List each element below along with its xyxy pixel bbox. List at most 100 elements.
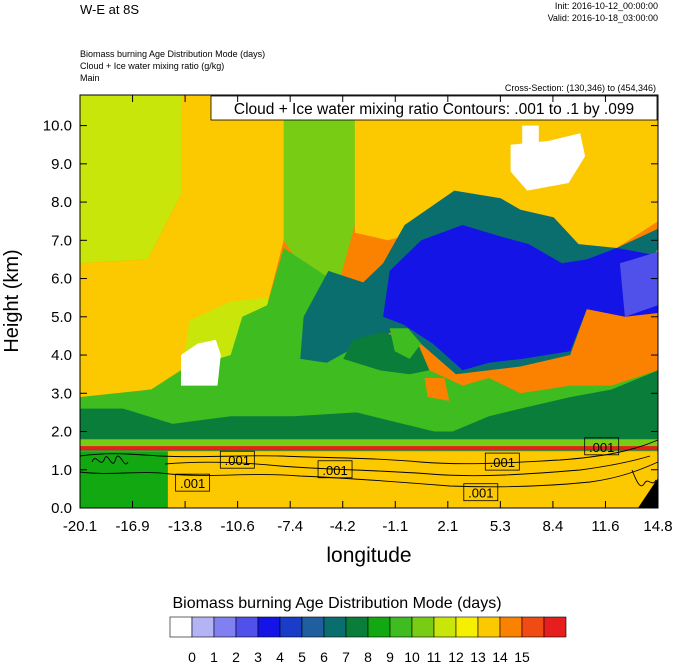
colorbar-title: Biomass burning Age Distribution Mode (d… <box>172 595 502 612</box>
colorbar-swatch <box>389 616 413 638</box>
colorbar-label: 4 <box>276 649 284 665</box>
contour-label: .001 <box>463 483 499 502</box>
contour-line <box>164 455 651 477</box>
age-mode-region <box>80 451 168 508</box>
colorbar-swatch <box>257 616 281 638</box>
contour-label: .001 <box>175 473 211 492</box>
colorbar-label: 7 <box>342 649 350 665</box>
colorbar-label: 13 <box>470 649 486 665</box>
age-mode-region <box>181 339 221 386</box>
contour-line <box>631 469 657 487</box>
colorbar-swatch <box>169 616 193 638</box>
terrain-mask <box>638 478 658 508</box>
x-tick-label: 11.6 <box>591 518 619 535</box>
colorbar-swatch <box>455 616 479 638</box>
age-mode-region <box>510 133 586 191</box>
colorbar-label: 11 <box>427 649 442 665</box>
colorbar-swatch <box>279 616 303 638</box>
plot-frame <box>79 94 659 509</box>
age-mode-region <box>383 225 658 371</box>
colorbar-swatch <box>323 616 347 638</box>
x-tick-label: -10.6 <box>221 518 255 535</box>
colorbar-label: 1 <box>210 649 218 665</box>
field-description-cloud-ice: Cloud + Ice water mixing ratio (g/kg) <box>80 61 225 71</box>
svg-text:.001: .001 <box>180 476 205 491</box>
svg-text:.001: .001 <box>490 455 515 470</box>
x-tick-label: -7.4 <box>277 518 303 535</box>
x-tick-label: -4.2 <box>330 518 356 535</box>
x-tick-label: -1.1 <box>382 518 408 535</box>
age-mode-region <box>389 328 422 359</box>
contour-label: .001 <box>484 452 520 471</box>
x-tick-label: 14.8 <box>643 518 672 535</box>
colorbar-label: 14 <box>492 649 508 665</box>
age-mode-region <box>167 451 659 508</box>
colorbar-swatch <box>235 616 259 638</box>
age-mode-region <box>424 378 450 401</box>
age-mode-region <box>80 446 658 450</box>
colorbar-label: 3 <box>254 649 262 665</box>
y-tick-label: 8.0 <box>51 194 72 211</box>
valid-time-label: Valid: 2016-10-18_03:00:00 <box>547 13 658 23</box>
y-tick-label: 4.0 <box>51 347 72 364</box>
y-tick-label: 6.0 <box>51 271 72 288</box>
svg-text:Cloud + Ice water mixing ratio: Cloud + Ice water mixing ratio Contours:… <box>234 101 634 118</box>
svg-text:.001: .001 <box>225 453 250 468</box>
x-tick-label: -13.8 <box>168 518 202 535</box>
contour-label: .001 <box>584 437 620 456</box>
contour-line <box>79 461 659 488</box>
y-tick-label: 5.0 <box>51 309 72 326</box>
colorbar-swatch <box>301 616 325 638</box>
colorbar-label: 15 <box>514 649 530 665</box>
cloud-ice-contours <box>79 439 659 488</box>
colorbar-swatch <box>213 616 237 638</box>
y-tick-label: 3.0 <box>51 385 72 402</box>
colorbar-label: 6 <box>320 649 328 665</box>
colorbar-swatch <box>477 616 501 638</box>
colorbar-label: 0 <box>188 649 196 665</box>
colorbar-swatch <box>521 616 545 638</box>
y-tick-label: 10.0 <box>43 118 72 135</box>
colorbar-label: 10 <box>404 649 420 665</box>
filled-contours <box>80 95 659 508</box>
svg-text:.001: .001 <box>589 440 614 455</box>
y-axis-label: Height (km) <box>1 249 23 352</box>
colorbar-swatch <box>411 616 435 638</box>
y-tick-label: 2.0 <box>51 424 72 441</box>
field-description-main: Main <box>80 73 100 83</box>
x-tick-label: 2.1 <box>437 518 458 535</box>
colorbar-label: 12 <box>448 649 464 665</box>
y-tick-label: 7.0 <box>51 232 72 249</box>
y-tick-label: 0.0 <box>51 500 72 517</box>
age-mode-region <box>80 95 181 264</box>
x-tick-label: -20.1 <box>63 518 97 535</box>
age-mode-region <box>80 370 658 451</box>
age-mode-region <box>283 95 355 279</box>
x-axis-label: longitude <box>326 544 411 567</box>
colorbar-swatch <box>345 616 369 638</box>
colorbar-label: 9 <box>386 649 394 665</box>
colorbar-swatch <box>191 616 215 638</box>
contour-label: .001 <box>219 450 255 469</box>
x-tick-label: -16.9 <box>115 518 149 535</box>
contour-line <box>91 455 129 465</box>
colorbar-swatch <box>499 616 523 638</box>
svg-text:.001: .001 <box>468 486 493 501</box>
colorbar-swatch <box>543 616 567 638</box>
contour-line <box>79 439 659 465</box>
age-mode-region <box>619 251 658 317</box>
age-mode-region <box>522 125 539 145</box>
colorbar-label: 5 <box>298 649 306 665</box>
svg-text:.001: .001 <box>322 463 347 478</box>
init-time-label: Init: 2016-10-12_00:00:00 <box>554 1 658 11</box>
y-tick-label: 9.0 <box>51 156 72 173</box>
colorbar-swatch <box>367 616 391 638</box>
plot-title: W-E at 8S <box>80 2 140 17</box>
x-tick-label: 8.4 <box>542 518 563 535</box>
x-tick-label: 5.3 <box>490 518 511 535</box>
field-description-age-mode: Biomass burning Age Distribution Mode (d… <box>80 49 266 59</box>
colorbar-label: 2 <box>232 649 240 665</box>
colorbar-swatch <box>433 616 457 638</box>
contour-title: Cloud + Ice water mixing ratio Contours:… <box>210 95 658 121</box>
